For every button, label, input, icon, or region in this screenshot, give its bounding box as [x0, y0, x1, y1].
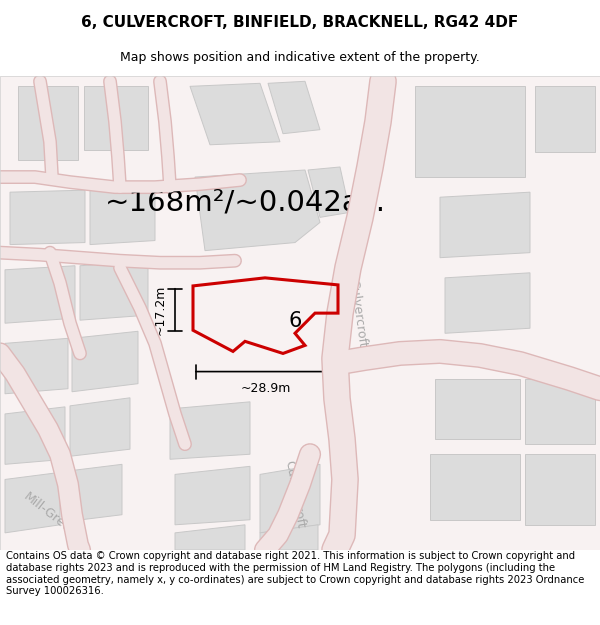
Text: 6: 6	[289, 311, 302, 331]
Text: Contains OS data © Crown copyright and database right 2021. This information is : Contains OS data © Crown copyright and d…	[6, 551, 584, 596]
Polygon shape	[70, 398, 130, 456]
Text: ~168m²/~0.042ac.: ~168m²/~0.042ac.	[104, 188, 386, 216]
Polygon shape	[190, 83, 280, 145]
Polygon shape	[5, 266, 75, 323]
Polygon shape	[18, 86, 78, 160]
Polygon shape	[175, 466, 250, 525]
Text: Culvercroft: Culvercroft	[347, 278, 369, 348]
Polygon shape	[525, 379, 595, 444]
Polygon shape	[445, 272, 530, 333]
Text: 6, CULVERCROFT, BINFIELD, BRACKNELL, RG42 4DF: 6, CULVERCROFT, BINFIELD, BRACKNELL, RG4…	[82, 16, 518, 31]
Text: ~28.9m: ~28.9m	[241, 382, 290, 394]
Polygon shape	[430, 454, 520, 520]
Polygon shape	[195, 170, 320, 251]
Polygon shape	[175, 525, 245, 550]
Polygon shape	[535, 86, 595, 152]
Text: Culvercroft: Culvercroft	[283, 459, 307, 529]
Polygon shape	[65, 464, 122, 522]
Polygon shape	[170, 402, 250, 459]
Polygon shape	[72, 331, 138, 392]
Polygon shape	[435, 379, 520, 439]
Polygon shape	[90, 185, 155, 244]
Polygon shape	[84, 86, 148, 150]
Polygon shape	[525, 454, 595, 525]
Polygon shape	[5, 407, 65, 464]
Polygon shape	[268, 81, 320, 134]
Polygon shape	[5, 472, 60, 533]
Text: Mill-Green: Mill-Green	[20, 490, 79, 539]
Text: Map shows position and indicative extent of the property.: Map shows position and indicative extent…	[120, 51, 480, 64]
Polygon shape	[260, 525, 318, 550]
Polygon shape	[5, 338, 68, 394]
Polygon shape	[10, 190, 85, 244]
Polygon shape	[440, 192, 530, 258]
Text: Webb Close: Webb Close	[473, 352, 547, 378]
Polygon shape	[415, 86, 525, 177]
Polygon shape	[308, 167, 350, 217]
Text: ~17.2m: ~17.2m	[154, 284, 167, 335]
Polygon shape	[260, 464, 320, 533]
Polygon shape	[80, 261, 148, 320]
